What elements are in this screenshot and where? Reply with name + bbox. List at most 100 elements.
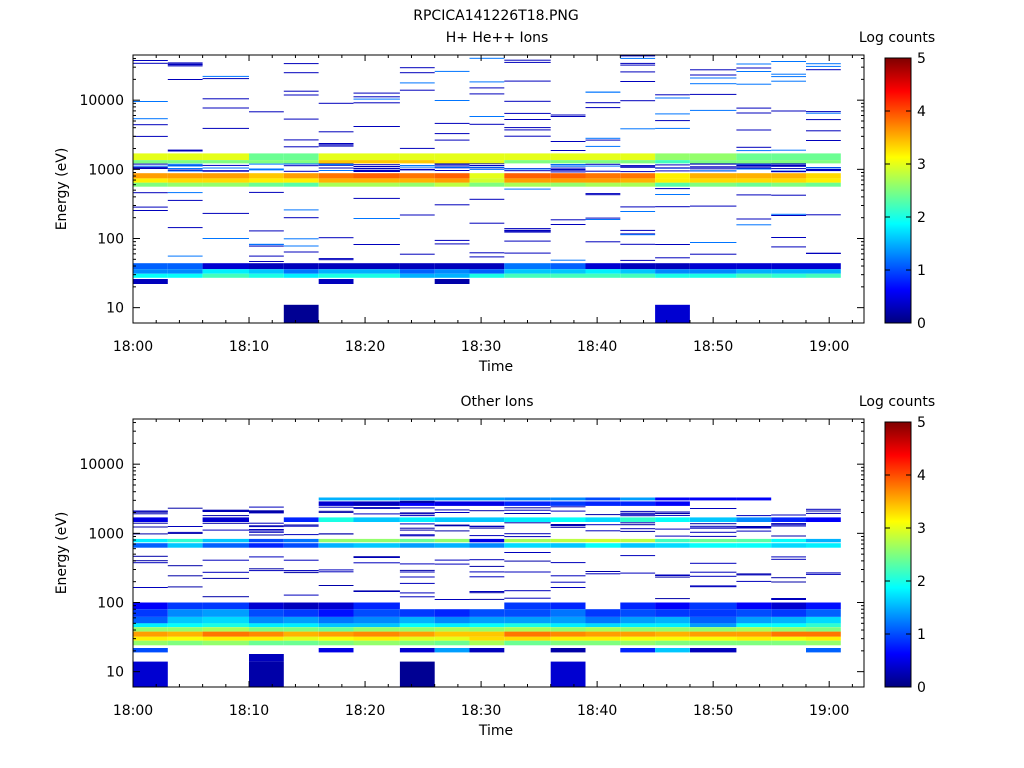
heatmap-cell <box>620 165 656 167</box>
heatmap-cell <box>585 517 621 522</box>
heatmap-cell <box>167 163 203 165</box>
heatmap-cell <box>167 565 203 567</box>
heatmap-cell <box>353 173 400 179</box>
heatmap-cell <box>202 515 249 517</box>
heatmap-cell <box>620 171 656 173</box>
heatmap-cell <box>620 234 656 236</box>
heatmap-cell <box>736 530 772 532</box>
heatmap-cell <box>133 533 168 535</box>
heatmap-cell <box>399 576 435 578</box>
heatmap-cell <box>504 507 551 509</box>
heatmap-cell <box>504 170 551 172</box>
heatmap-cell <box>550 169 586 171</box>
heatmap-cell <box>585 543 621 548</box>
heatmap-cell <box>202 269 249 274</box>
heatmap-cell <box>283 538 319 543</box>
heatmap-cell <box>283 524 319 526</box>
heatmap-cell <box>504 636 551 641</box>
heatmap-cell <box>771 263 806 270</box>
heatmap-cell <box>655 188 690 190</box>
heatmap-cell <box>283 273 319 278</box>
heatmap-cell <box>202 522 249 524</box>
heatmap-cell <box>249 568 284 570</box>
x-tick-label: 18:00 <box>113 703 153 719</box>
heatmap-cell <box>655 273 690 278</box>
heatmap-cell <box>399 67 435 69</box>
heatmap-cell <box>469 543 505 548</box>
heatmap-cell <box>736 627 772 632</box>
heatmap-cell <box>806 167 841 169</box>
heatmap-cell <box>167 199 203 201</box>
plot-frame <box>132 54 865 324</box>
heatmap-cell <box>806 573 841 575</box>
heatmap-cell <box>399 596 435 598</box>
heatmap-cell <box>504 252 551 254</box>
heatmap-cell <box>202 173 249 179</box>
heatmap-cell <box>434 178 470 183</box>
heatmap-cell <box>585 163 621 165</box>
heatmap-cell <box>736 173 772 179</box>
heatmap-cell <box>585 631 621 637</box>
heatmap-cell <box>202 616 249 624</box>
heatmap-cell <box>133 562 168 564</box>
heatmap-cell <box>202 529 249 531</box>
heatmap-cell <box>550 636 586 641</box>
heatmap-cell <box>249 169 284 171</box>
heatmap-cell <box>434 165 470 167</box>
heatmap-cell <box>167 169 203 171</box>
heatmap-cell <box>133 513 168 515</box>
heatmap-cell <box>353 517 400 522</box>
heatmap-cell <box>202 517 249 522</box>
panel-title: H+ He++ Ions <box>446 30 549 46</box>
heatmap-cell <box>806 253 841 254</box>
heatmap-cell <box>620 160 656 164</box>
heatmap-cell <box>167 609 203 617</box>
heatmap-cell <box>353 170 400 172</box>
heatmap-cell <box>736 182 772 187</box>
heatmap-cell <box>585 497 621 501</box>
heatmap-cell <box>133 587 168 588</box>
heatmap-cell <box>550 648 586 653</box>
heatmap-cell <box>736 263 772 270</box>
heatmap-cell <box>469 592 505 594</box>
heatmap-cell <box>736 224 772 226</box>
heatmap-cell <box>585 524 621 526</box>
heatmap-cell <box>353 557 400 558</box>
heatmap-cell <box>504 513 551 514</box>
heatmap-cell <box>504 228 551 230</box>
x-tick-label: 18:20 <box>345 703 385 719</box>
heatmap-cell <box>620 229 656 231</box>
heatmap-cell <box>585 178 621 183</box>
heatmap-cell <box>469 591 505 592</box>
heatmap-cell <box>736 160 772 164</box>
heatmap-cell <box>318 258 354 260</box>
heatmap-cell <box>736 543 772 548</box>
heatmap-cell <box>318 173 354 179</box>
heatmap-cell <box>353 244 400 245</box>
heatmap-cell <box>655 538 690 543</box>
heatmap-cell <box>202 98 249 100</box>
heatmap-cell <box>399 640 435 646</box>
heatmap-cell <box>133 101 168 102</box>
heatmap-cell <box>167 168 203 169</box>
colorbar-tick-label: 3 <box>917 521 926 537</box>
heatmap-cell <box>469 623 505 628</box>
heatmap-cell <box>167 62 203 64</box>
heatmap-cell <box>249 640 284 646</box>
heatmap-cell <box>736 526 772 527</box>
heatmap-cell <box>167 627 203 632</box>
heatmap-cell <box>806 517 841 522</box>
colorbar-tick-label: 1 <box>917 263 926 279</box>
heatmap-cell <box>550 173 586 179</box>
heatmap-cell <box>806 538 841 543</box>
heatmap-cell <box>353 640 400 646</box>
heatmap-cell <box>469 123 505 125</box>
heatmap-cell <box>736 163 772 165</box>
heatmap-cell <box>504 160 551 164</box>
heatmap-cell <box>690 93 737 95</box>
heatmap-cell <box>504 609 551 617</box>
heatmap-cell <box>504 230 551 232</box>
heatmap-cell <box>550 587 586 588</box>
heatmap-cell <box>550 631 586 637</box>
